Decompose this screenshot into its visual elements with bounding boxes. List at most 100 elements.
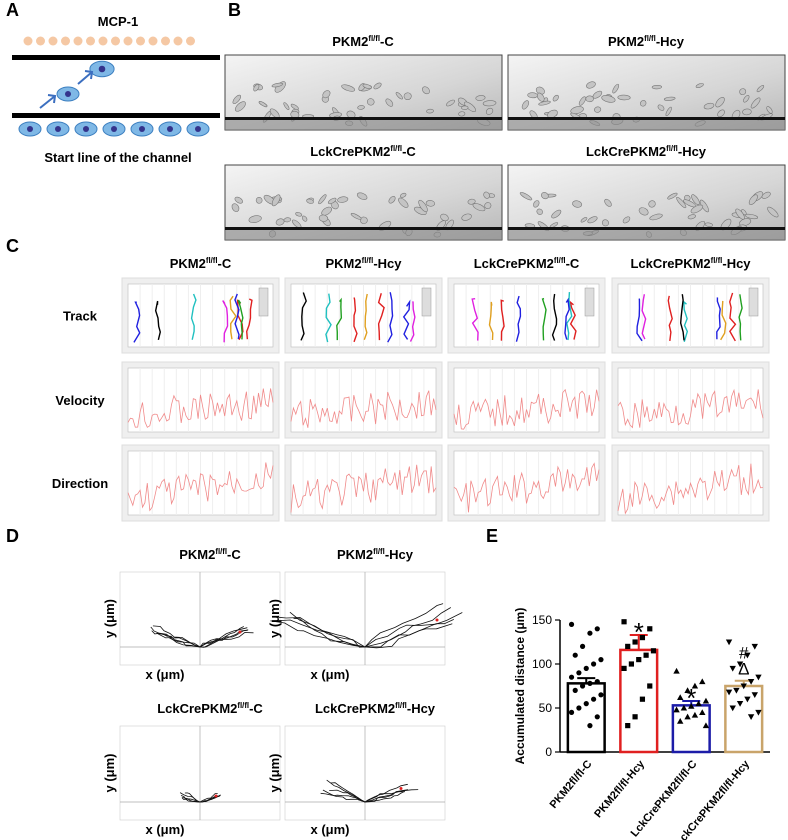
panel-label: E: [486, 526, 498, 546]
cell-image: [366, 98, 375, 106]
label-part: PKM2: [332, 34, 368, 49]
data-point: [747, 679, 755, 685]
label-part: LckCrePKM2: [474, 256, 554, 271]
axis-label: y (μm): [102, 753, 117, 792]
cell-image: [318, 194, 327, 205]
channel-bottom: [508, 230, 785, 240]
cell-image: [687, 214, 696, 220]
trajectory: [270, 620, 366, 648]
cell-track: [325, 293, 332, 343]
data-point: [673, 667, 680, 674]
panel-label: B: [228, 0, 241, 20]
chemokine-dot: [161, 36, 170, 46]
data-point: [647, 683, 653, 689]
cell-image: [461, 213, 472, 221]
cell-image: [649, 213, 663, 221]
data-point: [576, 670, 582, 676]
label-sup: fl/fl: [373, 547, 385, 556]
row-label: Track: [63, 309, 98, 324]
trajectory: [199, 793, 218, 803]
cell-image: [350, 213, 362, 220]
row-label: Direction: [52, 476, 108, 491]
cell-image: [483, 191, 490, 199]
cell-image: [657, 104, 665, 111]
label-sup: fl/fl: [237, 701, 249, 710]
trajectory: [364, 623, 453, 648]
label-part: PKM2: [325, 256, 361, 271]
data-point: [691, 711, 699, 718]
cell-image: [271, 194, 281, 207]
cell-track: [471, 297, 479, 341]
cell-image: [519, 192, 533, 201]
label-part: -C: [380, 34, 394, 49]
chemokine-dot: [136, 36, 145, 46]
chemokine-dot: [48, 36, 58, 46]
data-point: [579, 643, 586, 650]
cell-track: [237, 299, 244, 340]
cell-image: [295, 212, 303, 217]
data-point: [736, 661, 744, 668]
cell-track: [190, 293, 197, 340]
label-sup: fl/fl: [666, 144, 678, 153]
cell-image: [418, 199, 428, 213]
trace: [617, 388, 764, 429]
data-point: [755, 674, 762, 681]
cell-image: [482, 100, 497, 107]
panel-label: C: [6, 236, 19, 256]
data-point: [673, 706, 680, 713]
migration-arrow: [39, 94, 57, 109]
data-point: [591, 661, 597, 667]
panel-heading: PKM2fl/fl-C: [332, 34, 394, 49]
data-point: [729, 665, 736, 672]
chemokine-dot: [36, 36, 45, 46]
track-legend: [258, 287, 269, 317]
cell-image: [651, 84, 663, 90]
cell-track: [716, 297, 721, 340]
cell-image: [399, 192, 407, 198]
cell-image: [234, 101, 246, 112]
nucleus: [139, 126, 145, 132]
cell-image: [601, 219, 609, 227]
data-point: [587, 723, 593, 729]
cell-image: [572, 200, 583, 208]
data-point: [680, 704, 688, 711]
cell-image: [570, 106, 584, 115]
axis-label: x (μm): [145, 667, 184, 682]
cell-track: [363, 293, 368, 341]
cell-image: [735, 208, 745, 220]
label-sup: fl/fl: [395, 701, 407, 710]
data-point: [744, 652, 751, 659]
data-point: [598, 657, 604, 663]
x-tick-label: PKM2fl/fl-Hcy: [592, 758, 647, 821]
trace: [290, 390, 437, 428]
endpoint: [435, 618, 439, 622]
cell-image: [255, 197, 263, 204]
data-point: [621, 619, 627, 625]
trajectory: [157, 633, 201, 648]
endpoint: [214, 794, 218, 798]
endpoint: [238, 630, 242, 634]
nucleus: [167, 126, 173, 132]
chemokine-dot: [86, 36, 95, 46]
cell-image: [403, 92, 412, 101]
trajectory: [152, 625, 201, 648]
start-line: [225, 227, 502, 230]
cell-track: [720, 300, 727, 341]
trace: [453, 388, 600, 430]
cell-image: [739, 88, 747, 96]
cell-image: [648, 200, 656, 208]
label-sup: fl/fl: [215, 547, 227, 556]
data-point: [684, 687, 691, 693]
data-point: [591, 696, 597, 702]
cell-image: [695, 83, 704, 88]
cell-track: [154, 300, 161, 341]
cell-image: [362, 83, 372, 90]
data-point: [695, 700, 702, 707]
panel-heading: LckCrePKM2fl/fl-Hcy: [586, 144, 707, 159]
cell-image: [640, 100, 647, 107]
cell-image: [604, 198, 612, 207]
label-part: LckCrePKM2: [630, 256, 710, 271]
cell-image: [585, 95, 594, 103]
channel-wall: [12, 113, 220, 118]
data-point: [636, 657, 642, 663]
